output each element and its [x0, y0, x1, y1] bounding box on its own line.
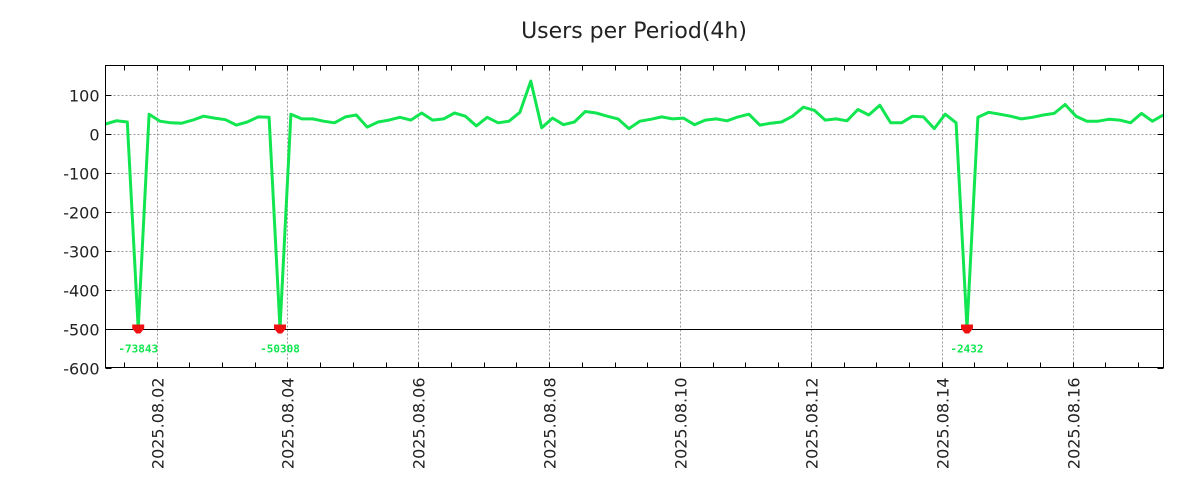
y-tick-label: -500	[63, 321, 99, 340]
x-tick-label: 2025.08.16	[1065, 378, 1084, 470]
x-tick-label: 2025.08.08	[541, 378, 560, 470]
y-tick-label: -300	[63, 243, 99, 262]
annotation-label: -2432	[950, 343, 983, 356]
x-tick-label: 2025.08.06	[410, 378, 429, 470]
x-tick-label: 2025.08.14	[934, 378, 953, 470]
x-axis: 2025.08.02 2025.08.04 2025.08.06 2025.08.08…	[124, 65, 1139, 470]
annotation-label: -50308	[260, 343, 300, 356]
x-tick-label: 2025.08.04	[279, 378, 298, 470]
clip-marker	[960, 324, 973, 334]
annotations: -73843 -50308 -2432	[118, 324, 984, 356]
annotation-label: -73843	[118, 343, 158, 356]
grid	[105, 65, 1164, 368]
y-tick-label: 100	[69, 87, 100, 106]
y-tick-label: 0	[89, 126, 99, 145]
x-tick-label: 2025.08.10	[672, 378, 691, 470]
x-tick-label: 2025.08.02	[149, 378, 168, 470]
x-tick-label: 2025.08.12	[803, 378, 822, 470]
series-line-users	[105, 79, 1165, 330]
y-axis: 100 0 -100 -200 -300 -400 -500 -600	[63, 87, 1164, 379]
clip-marker	[132, 324, 145, 334]
plot-frame	[105, 65, 1164, 368]
clip-marker	[273, 324, 286, 334]
y-tick-label: -400	[63, 282, 99, 301]
y-tick-label: -200	[63, 204, 99, 223]
chart-title: Users per Period(4h)	[521, 19, 747, 44]
y-tick-label: -600	[63, 360, 99, 379]
y-tick-label: -100	[63, 165, 99, 184]
